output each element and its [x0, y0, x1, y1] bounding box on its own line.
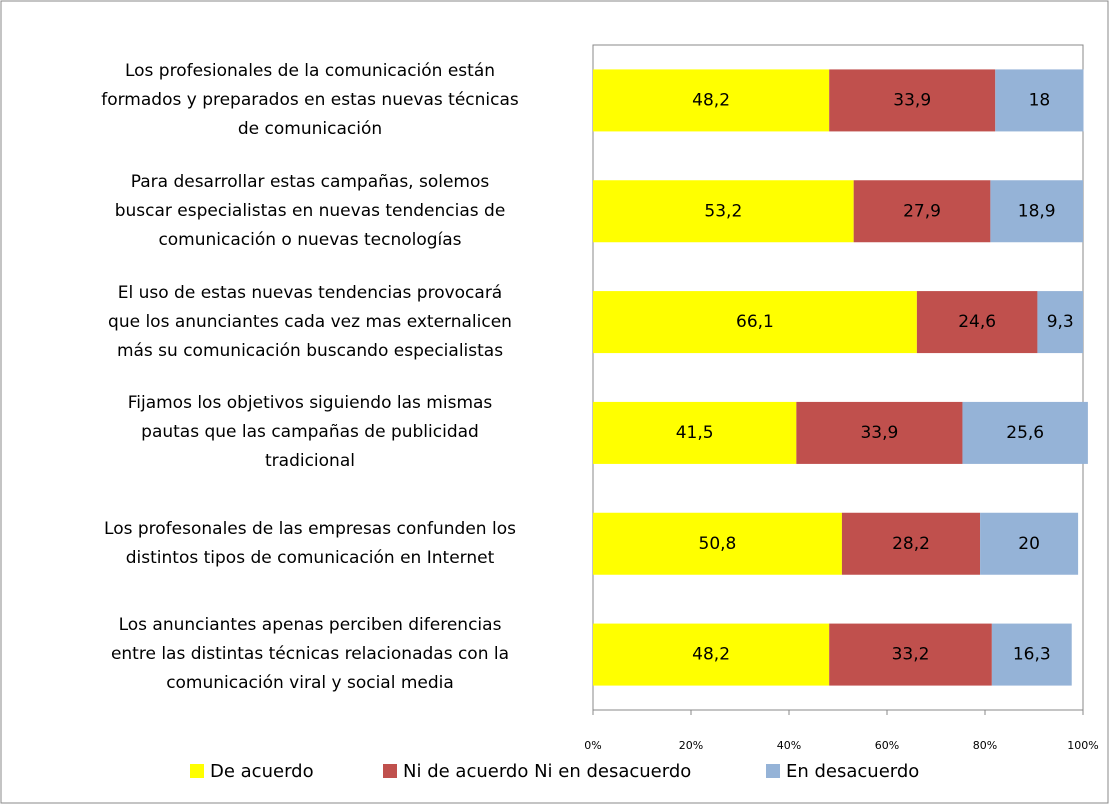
bar-segment — [593, 69, 830, 132]
legend-swatch — [766, 764, 780, 778]
category-label: El uso de estas nuevas tendencias provoc… — [108, 282, 512, 361]
value-label: 48,2 — [692, 90, 730, 110]
bar-segment — [991, 623, 1072, 686]
value-label: 9,3 — [1047, 312, 1074, 332]
bar-segment — [593, 291, 917, 354]
value-label: 27,9 — [903, 201, 941, 221]
value-label: 50,8 — [699, 534, 737, 554]
legend-label: De acuerdo — [210, 761, 314, 782]
bar-segment — [593, 180, 854, 243]
legend-swatch — [190, 764, 204, 778]
x-tick-label: 60% — [875, 739, 899, 752]
x-tick-label: 20% — [679, 739, 703, 752]
legend-label: En desacuerdo — [786, 761, 919, 782]
bar-segment — [990, 180, 1083, 243]
x-tick-label: 0% — [584, 739, 601, 752]
bar-segment — [916, 291, 1038, 354]
category-label: Los anunciantes apenas perciben diferenc… — [110, 615, 510, 694]
value-label: 33,9 — [860, 423, 898, 443]
x-tick-label: 80% — [973, 739, 997, 752]
category-label: Fijamos los objetivos siguiendo las mism… — [127, 393, 493, 472]
value-label: 18,9 — [1018, 201, 1056, 221]
bar-segment — [593, 512, 842, 575]
value-label: 53,2 — [704, 201, 742, 221]
category-label: Los profesonales de las empresas confund… — [104, 518, 516, 568]
bar-segment — [829, 69, 996, 132]
bar-segment — [853, 180, 991, 243]
value-label: 20 — [1018, 534, 1040, 554]
value-label: 33,9 — [893, 90, 931, 110]
category-label: Los profesionales de la comunicación est… — [101, 60, 519, 139]
bar-segment — [980, 512, 1079, 575]
value-label: 48,2 — [692, 645, 730, 665]
value-label: 16,3 — [1013, 645, 1051, 665]
value-label: 18 — [1029, 90, 1051, 110]
value-label: 33,2 — [892, 645, 930, 665]
category-label: Para desarrollar estas campañas, solemos… — [114, 171, 506, 250]
value-label: 25,6 — [1006, 423, 1044, 443]
bar-segment — [841, 512, 981, 575]
value-label: 66,1 — [736, 312, 774, 332]
value-label: 24,6 — [958, 312, 996, 332]
value-label: 28,2 — [892, 534, 930, 554]
bar-segment — [593, 401, 797, 464]
bar-segment — [995, 69, 1084, 132]
bar-segment — [1037, 291, 1083, 354]
x-tick-label: 100% — [1067, 739, 1098, 752]
bar-segment — [796, 401, 963, 464]
legend-swatch — [383, 764, 397, 778]
value-label: 41,5 — [676, 423, 714, 443]
plot-frame — [592, 44, 1084, 711]
legend-label: Ni de acuerdo Ni en desacuerdo — [403, 761, 691, 782]
bar-segment — [593, 623, 830, 686]
x-tick-label: 40% — [777, 739, 801, 752]
bar-segment — [962, 401, 1088, 464]
bar-segment — [829, 623, 992, 686]
